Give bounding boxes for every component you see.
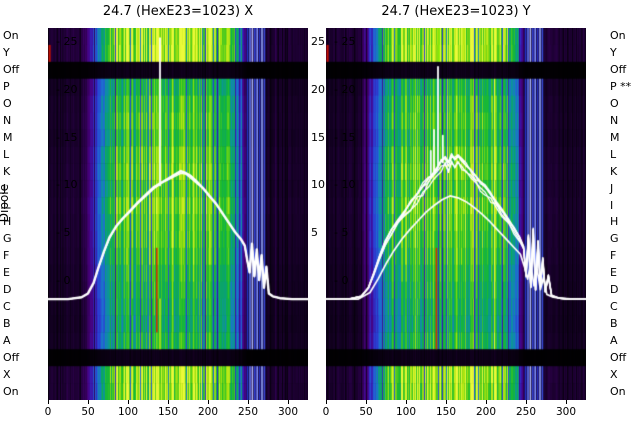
mid-tick-label: 25 xyxy=(311,35,325,48)
x-tick-label: 250 xyxy=(515,406,537,418)
row-label-right: Y xyxy=(610,46,617,60)
row-label-right: O xyxy=(610,97,619,111)
x-tick-mark xyxy=(128,400,129,404)
row-label-right: B xyxy=(610,316,618,330)
panel-title-x: 24.7 (HexE23=1023) X xyxy=(102,4,254,19)
row-label-right: E xyxy=(610,266,617,280)
row-label-left: A xyxy=(3,333,11,347)
mid-tick-label: 20 xyxy=(311,82,325,96)
x-tick-mark xyxy=(88,400,89,404)
x-tick-label: 200 xyxy=(197,406,219,418)
x-tick-mark xyxy=(526,400,527,404)
x-tick-label: 100 xyxy=(117,406,139,418)
y-axis-label: Dipole xyxy=(0,184,11,223)
x-tick-mark xyxy=(248,400,249,404)
row-label-left: K xyxy=(3,164,11,178)
row-label-right: G xyxy=(610,232,619,246)
x-tick-mark xyxy=(446,400,447,404)
x-tick-label: 250 xyxy=(237,406,259,418)
row-label-left: F xyxy=(3,249,10,263)
heatmap-x-canvas xyxy=(48,28,308,400)
row-label-right: I xyxy=(610,198,614,212)
row-label-left: D xyxy=(3,283,12,297)
row-label-right: H xyxy=(610,215,619,229)
mid-tick-label: 15 xyxy=(311,130,325,144)
mid-tick-label: 10 xyxy=(311,178,325,192)
row-label-left: B xyxy=(3,316,11,330)
x-tick-mark xyxy=(48,400,49,404)
row-label-right: On xyxy=(610,29,626,43)
row-label-right: N xyxy=(610,114,619,127)
row-label-left: P xyxy=(3,80,10,94)
row-label-left: E xyxy=(3,266,10,280)
x-tick-label: 0 xyxy=(322,406,330,418)
row-label-left: Y xyxy=(3,46,10,60)
row-label-right: Off xyxy=(610,350,627,364)
row-label-left: O xyxy=(3,97,12,111)
x-tick-label: 50 xyxy=(81,406,95,418)
x-tick-mark xyxy=(326,400,327,404)
x-tick-mark xyxy=(366,400,367,404)
row-label-right: C xyxy=(610,300,618,313)
row-label-right: L xyxy=(610,147,617,161)
row-label-left: Off xyxy=(3,63,20,77)
x-tick-label: 300 xyxy=(555,406,577,418)
x-tick-mark xyxy=(288,400,289,404)
row-label-left: Off xyxy=(3,350,20,364)
mid-tick-label: 5 xyxy=(311,226,318,240)
x-tick-label: 100 xyxy=(395,406,417,418)
x-tick-mark xyxy=(406,400,407,404)
x-tick-label: 300 xyxy=(277,406,299,418)
row-label-left: M xyxy=(3,130,13,144)
row-label-left: C xyxy=(3,300,11,313)
row-label-right: K xyxy=(610,164,618,178)
row-label-right: D xyxy=(610,283,619,297)
heatmap-y-canvas xyxy=(326,28,586,400)
row-label-left: N xyxy=(3,114,12,127)
x-tick-mark xyxy=(486,400,487,404)
x-tick-label: 0 xyxy=(44,406,52,418)
x-tick-mark xyxy=(168,400,169,404)
x-tick-mark xyxy=(566,400,567,404)
x-tick-label: 150 xyxy=(157,406,179,418)
row-label-left: On xyxy=(3,29,19,43)
row-label-right: A xyxy=(610,333,618,347)
row-label-left: On xyxy=(3,384,19,398)
heatmap-panel-y xyxy=(326,28,586,400)
row-label-right: M xyxy=(610,130,620,144)
x-tick-label: 150 xyxy=(435,406,457,418)
row-label-right: Off xyxy=(610,63,627,77)
row-label-left: G xyxy=(3,232,12,246)
x-tick-label: 50 xyxy=(359,406,373,418)
heatmap-panel-x xyxy=(48,28,308,400)
row-label-right: F xyxy=(610,249,617,263)
row-label-right: X xyxy=(610,367,618,381)
row-label-right: J xyxy=(610,181,614,195)
row-label-left: L xyxy=(3,147,10,161)
row-label-right: P ** xyxy=(610,80,632,94)
row-label-right: On xyxy=(610,384,626,398)
x-tick-label: 200 xyxy=(475,406,497,418)
panel-title-y: 24.7 (HexE23=1023) Y xyxy=(381,4,531,19)
row-label-left: X xyxy=(3,367,11,381)
x-tick-mark xyxy=(208,400,209,404)
